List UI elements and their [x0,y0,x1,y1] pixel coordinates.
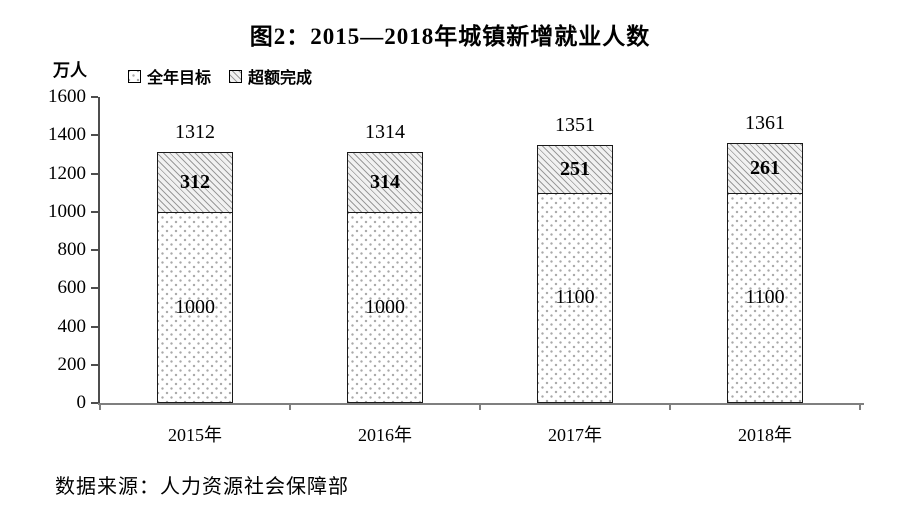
y-axis-tick [91,363,98,366]
y-axis-tick [91,402,98,404]
x-axis-tick [289,405,291,410]
x-axis-tick [479,405,481,410]
bar-total-label: 1351 [555,113,595,136]
y-axis-tick [91,210,98,213]
excess-value-label: 312 [180,171,210,194]
bar-segment-target: 1100 [727,192,803,403]
y-axis-tick [91,134,98,137]
y-axis-tick-label: 200 [57,353,87,375]
x-axis-tick [859,405,861,410]
x-category-label: 2018年 [738,425,792,445]
y-axis-tick [91,96,98,98]
y-axis-tick-label: 600 [57,277,87,299]
legend-swatch-hatch [229,69,243,83]
x-category-label: 2016年 [358,425,412,445]
y-axis-line [98,97,100,405]
bar-segment-excess: 261 [727,142,803,195]
bar-segment-target: 1100 [537,192,613,403]
legend-label: 全年目标 [147,70,212,87]
x-axis-tick [669,405,671,410]
x-axis-line [98,403,864,405]
y-axis-tick [91,172,98,175]
y-axis-tick [91,249,98,251]
legend-item: 超额完成 [229,64,312,88]
target-value-label: 1100 [555,286,595,309]
bar-total-label: 1312 [175,121,215,144]
target-value-label: 1100 [745,286,785,309]
bar-segment-excess: 314 [347,151,423,214]
bar-segment-target: 1000 [347,211,423,403]
legend: 全年目标 超额完成 [128,64,312,88]
target-value-label: 1000 [175,295,215,318]
y-axis-tick-label: 400 [57,315,87,337]
y-axis-tick-label: 0 [76,392,87,413]
excess-value-label: 251 [560,157,590,180]
legend-item: 全年目标 [128,64,211,88]
chart-title: 图2：2015—2018年城镇新增就业人数 [249,24,651,49]
bar-segment-excess: 312 [157,152,233,214]
bar-segment-excess: 251 [537,144,613,195]
legend-swatch-dots [128,69,141,83]
y-axis-tick-label: 1200 [48,162,86,184]
y-axis-tick [91,287,98,290]
y-axis-tick-label: 1400 [48,124,86,146]
excess-value-label: 314 [370,170,400,193]
plot-area: 0 200 400 600 800 1000 1200 1400 1600 1000 312 1312… [48,86,864,445]
legend-label: 超额完成 [248,70,313,87]
x-axis-tick [99,405,101,410]
y-axis-unit-label: 万人 [53,61,87,80]
y-axis-tick-label: 800 [57,239,87,260]
y-axis-tick-label: 1000 [48,200,86,222]
target-value-label: 1000 [365,295,405,318]
x-category-label: 2017年 [548,425,602,445]
bar-total-label: 1314 [365,120,405,143]
source-note: 数据来源：人力资源社会保障部 [55,476,349,498]
bar-segment-target: 1000 [157,211,233,403]
x-category-label: 2015年 [168,425,222,445]
y-axis-tick [91,325,98,328]
bar-total-label: 1361 [745,111,785,134]
y-axis-tick-label: 1600 [48,86,86,107]
excess-value-label: 261 [750,156,780,179]
